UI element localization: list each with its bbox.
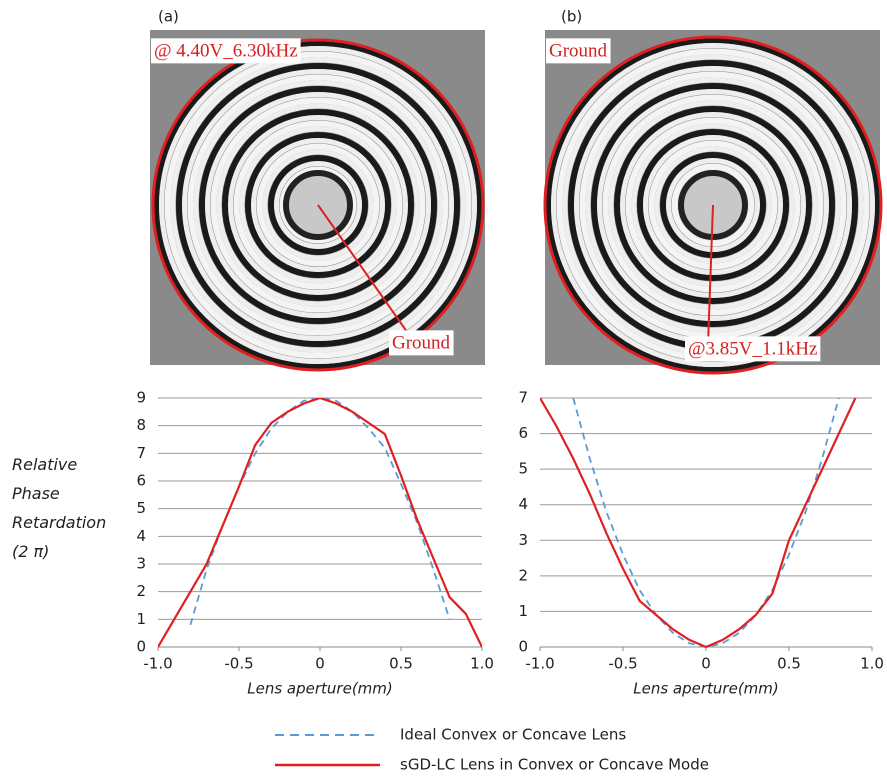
fringe-ring — [216, 103, 420, 307]
fringe-ring — [187, 74, 449, 336]
fringe-ring — [602, 94, 824, 316]
fringe-ring — [176, 63, 460, 347]
fringe-ring — [585, 77, 841, 333]
y-tick-label: 0 — [518, 638, 528, 656]
fringe-ring — [268, 155, 368, 255]
series-line — [572, 398, 840, 648]
y-tick-label: 6 — [136, 472, 146, 490]
fringe-ring — [245, 132, 391, 278]
fringe-ring — [274, 161, 362, 249]
electrode-line — [317, 204, 413, 340]
fringe-ring — [660, 152, 766, 258]
fringe-ring — [631, 123, 795, 287]
fringe-ring — [228, 115, 408, 295]
y-tick-label: 4 — [518, 495, 528, 513]
legend-label: Ideal Convex or Concave Lens — [400, 726, 626, 744]
fringe-ring — [210, 97, 426, 313]
x-tick-label: -0.5 — [224, 655, 253, 673]
fringe-ring — [608, 100, 818, 310]
x-tick-label: 0.5 — [389, 655, 413, 673]
y-axis-label: Relative Phase Retardation (2 π) — [12, 455, 107, 561]
panel-label: (b) — [561, 8, 582, 26]
y-tick-label: 9 — [136, 389, 146, 407]
fringe-ring — [233, 120, 403, 290]
top-annotation: Ground — [549, 40, 608, 61]
fringe-ring — [620, 112, 806, 298]
y-tick-label: 6 — [518, 424, 528, 442]
fringe-ring — [256, 143, 380, 267]
y-tick-label: 2 — [518, 566, 528, 584]
fringe-ring — [251, 138, 385, 272]
y-tick-label: 1 — [518, 602, 528, 620]
fringe-ring — [164, 51, 472, 359]
y-tick-label: 1 — [136, 610, 146, 628]
annotation-box — [546, 38, 611, 64]
series-line — [158, 398, 482, 648]
fringe-ring — [597, 89, 829, 321]
x-tick-label: -0.5 — [608, 655, 637, 673]
annotation-box — [389, 330, 454, 356]
fringe-ring — [648, 140, 778, 270]
fringe-ring — [614, 106, 812, 304]
y-tick-label: 7 — [136, 444, 146, 462]
fringe-ring — [279, 166, 357, 244]
fringe-ring — [159, 46, 477, 364]
x-tick-label: -1.0 — [525, 655, 554, 673]
fringe-ring — [625, 117, 801, 293]
x-tick-label: 0 — [315, 655, 325, 673]
y-tick-label: 3 — [518, 531, 528, 549]
electrode-line — [707, 204, 714, 346]
x-tick-label: 0.5 — [777, 655, 801, 673]
x-axis-label: Lens aperture(mm) — [633, 680, 779, 698]
y-tick-label: 4 — [136, 527, 146, 545]
y-tick-label: 5 — [518, 460, 528, 478]
x-tick-label: 0 — [701, 655, 711, 673]
bottom-annotation: Ground — [392, 332, 451, 353]
bottom-annotation: @3.85V_1.1kHz — [688, 338, 817, 359]
fringe-ring — [666, 158, 760, 252]
fringe-ring — [153, 40, 483, 370]
fringe-ring — [239, 126, 397, 284]
x-axis-label: Lens aperture(mm) — [247, 680, 393, 698]
y-tick-label: 5 — [136, 499, 146, 517]
fringe-ring — [643, 135, 783, 275]
fringe-ring — [545, 37, 881, 373]
panel-label: (a) — [158, 8, 179, 26]
y-tick-label: 7 — [518, 389, 528, 407]
fringe-ring — [170, 57, 466, 353]
y-tick-label: 8 — [136, 416, 146, 434]
y-tick-label: 0 — [136, 638, 146, 656]
annotation-box — [151, 38, 301, 64]
fringe-ring — [654, 146, 772, 264]
fringe-ring — [262, 149, 374, 261]
fringe-ring — [222, 109, 414, 301]
fringe-ring — [579, 71, 847, 339]
lens-edge — [151, 38, 485, 372]
fringe-ring — [182, 69, 454, 341]
series-line — [540, 398, 857, 648]
lens-edge — [543, 35, 883, 375]
fringe-ring — [193, 80, 443, 330]
top-annotation: @ 4.40V_6.30kHz — [154, 40, 298, 61]
fringe-ring — [199, 86, 437, 324]
annotation-box — [685, 336, 821, 362]
x-tick-label: -1.0 — [143, 655, 172, 673]
fringe-ring — [637, 129, 789, 281]
fringe-ring — [671, 163, 755, 247]
fringe-ring — [591, 83, 835, 327]
fringe-ring — [205, 92, 431, 318]
fringe-ring — [551, 43, 875, 367]
y-tick-label: 2 — [136, 582, 146, 600]
legend-label: sGD-LC Lens in Convex or Concave Mode — [400, 756, 709, 774]
y-tick-label: 3 — [136, 555, 146, 573]
x-tick-label: 1.0 — [860, 655, 884, 673]
x-tick-label: 1.0 — [470, 655, 494, 673]
